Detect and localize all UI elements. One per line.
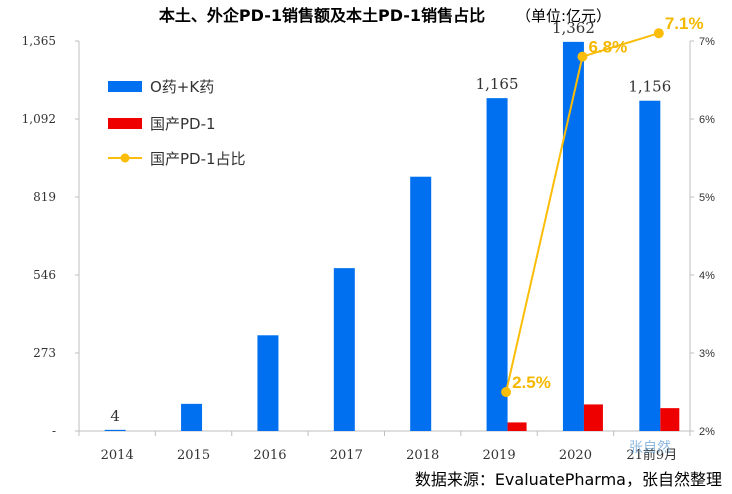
bar-ok-2015 [181,403,203,431]
bar-ok-2018 [410,176,432,431]
left-tick-label: 1,365 [22,34,56,48]
bar-domestic-21前9月 [660,408,680,431]
bar-ok-2014 [104,429,126,431]
x-tick-label: 2014 [101,448,134,463]
bars [104,41,680,432]
source-note: 数据来源：EvaluatePharma，张自然整理 [415,470,722,489]
x-tick-label: 2020 [559,448,592,463]
bar-domestic-2020 [583,404,603,431]
right-tick-label: 2% [699,426,715,438]
x-tick-label: 2019 [483,448,516,463]
bar-value-label: 1,156 [628,78,671,96]
bar-ok-2016 [257,335,279,431]
watermark: 张自然 [629,439,671,456]
share-point [653,28,664,39]
x-tick-label: 2015 [177,448,210,463]
share-point [501,387,512,397]
right-tick-label: 6% [699,114,715,126]
legend-swatch-domestic [108,118,142,129]
labels: 4 1,165 1,362 1,156 2.5% 6.8% 7.1% [110,14,703,425]
legend-label-share: 国产PD-1占比 [150,150,246,168]
x-tick-label: 21前9月 [626,447,677,463]
chart-subtitle: （单位:亿元） [516,7,611,25]
left-tick-label: 273 [33,346,56,360]
legend-label-domestic: 国产PD-1 [150,115,216,133]
legend-swatch-share-marker [120,153,130,163]
right-tick-label: 5% [699,192,715,204]
left-tick-label: - [52,424,56,438]
legend: O药+K药 国产PD-1 国产PD-1占比 [108,78,246,168]
share-value-label: 7.1% [665,14,704,33]
chart-title: 本土、外企PD-1销售额及本土PD-1销售占比 [159,6,485,25]
right-tick-label: 4% [699,270,715,282]
share-value-label: 2.5% [512,373,551,392]
legend-label-ok: O药+K药 [150,78,214,96]
share-value-label: 6.8% [588,38,627,57]
line-series [501,28,664,397]
bar-ok-2020 [562,41,584,431]
right-tick-label: 3% [699,348,715,360]
left-tick-label: 1,092 [22,112,56,126]
axes: - 273 546 819 1,092 1,365 2% 3% 4% 5% 6% 7% 2014 2015… [22,34,715,463]
bar-domestic-2019 [507,422,527,431]
bar-ok-2019 [486,98,508,432]
bar-value-label: 1,362 [552,19,595,37]
left-tick-label: 546 [33,268,56,282]
share-point [577,51,588,62]
right-tick-label: 7% [699,36,715,48]
x-tick-label: 2018 [406,448,439,463]
bar-value-label: 1,165 [476,75,519,93]
x-tick-label: 2016 [253,448,286,463]
left-tick-label: 819 [33,190,56,204]
bar-ok-21前9月 [639,100,661,431]
x-tick-label: 2017 [330,448,363,463]
legend-swatch-ok [108,81,142,92]
bar-ok-2017 [333,268,355,431]
bar-value-label: 4 [110,407,120,425]
